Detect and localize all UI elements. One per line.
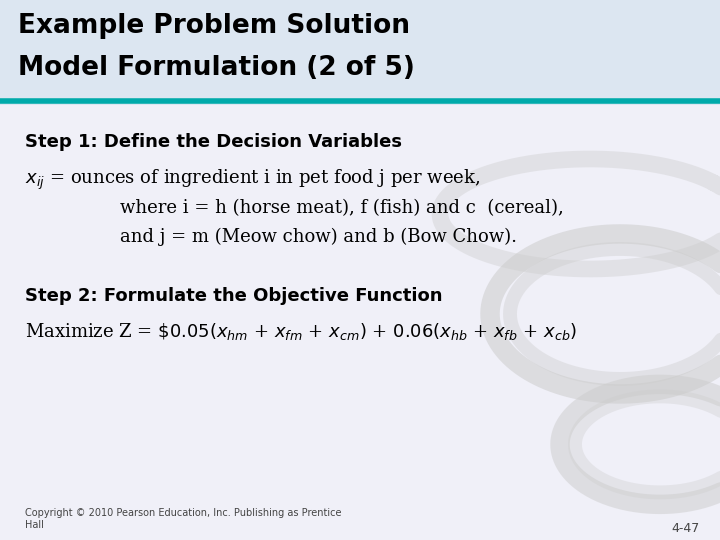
Text: $x_{ij}$ = ounces of ingredient i in pet food j per week,: $x_{ij}$ = ounces of ingredient i in pet… bbox=[25, 167, 480, 192]
Text: Example Problem Solution: Example Problem Solution bbox=[18, 12, 410, 39]
Text: and j = m (Meow chow) and b (Bow Chow).: and j = m (Meow chow) and b (Bow Chow). bbox=[120, 227, 517, 246]
Text: Step 1: Define the Decision Variables: Step 1: Define the Decision Variables bbox=[25, 133, 402, 151]
Text: Hall: Hall bbox=[25, 520, 44, 530]
Text: Step 2: Formulate the Objective Function: Step 2: Formulate the Objective Function bbox=[25, 287, 443, 305]
Text: 4-47: 4-47 bbox=[672, 522, 700, 535]
Text: Maximize Z = $\$0.05(x_{hm}$ + $x_{fm}$ + $x_{cm})$ + $0.06(x_{hb}$ + $x_{fb}$ +: Maximize Z = $\$0.05(x_{hm}$ + $x_{fm}$ … bbox=[25, 321, 577, 342]
Text: Model Formulation (2 of 5): Model Formulation (2 of 5) bbox=[18, 55, 415, 81]
Text: Copyright © 2010 Pearson Education, Inc. Publishing as Prentice: Copyright © 2010 Pearson Education, Inc.… bbox=[25, 508, 341, 518]
Text: where i = h (horse meat), f (fish) and c  (cereal),: where i = h (horse meat), f (fish) and c… bbox=[120, 199, 564, 217]
